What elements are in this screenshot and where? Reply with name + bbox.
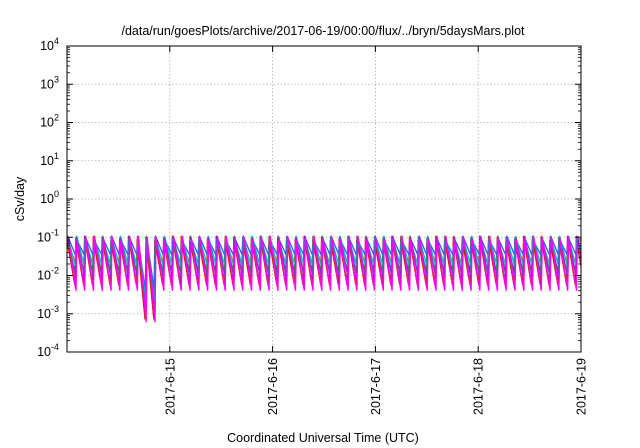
y-tick-label: 10-2: [37, 266, 59, 283]
x-tick-label: 2017-6-15: [163, 358, 177, 415]
chart-title: /data/run/goesPlots/archive/2017-06-19/0…: [121, 24, 525, 38]
x-tick-label: 2017-6-19: [575, 358, 589, 415]
x-axis: 2017-6-15 2017-6-16 2017-6-17 2017-6-18 2017…: [163, 46, 589, 415]
y-tick-label: 10-1: [37, 227, 59, 244]
y-tick-label: 101: [40, 151, 59, 168]
y-axis: 10-4 10-3 10-2 10-1 100 101 102 103 104: [37, 36, 581, 359]
series-group: [66, 235, 582, 323]
x-tick-label: 2017-6-16: [266, 358, 280, 415]
series-line: [67, 235, 582, 323]
y-tick-label: 100: [40, 189, 59, 206]
x-tick-label: 2017-6-17: [369, 358, 383, 415]
y-tick-label: 10-4: [37, 342, 59, 359]
y-tick-label: 103: [40, 74, 59, 91]
y-tick-label: 10-3: [37, 304, 59, 321]
y-tick-label: 104: [40, 36, 59, 53]
x-axis-label: Coordinated Universal Time (UTC): [227, 431, 419, 445]
x-tick-label: 2017-6-18: [472, 358, 486, 415]
y-tick-label: 102: [40, 113, 59, 130]
y-axis-label: cSv/day: [13, 176, 27, 221]
